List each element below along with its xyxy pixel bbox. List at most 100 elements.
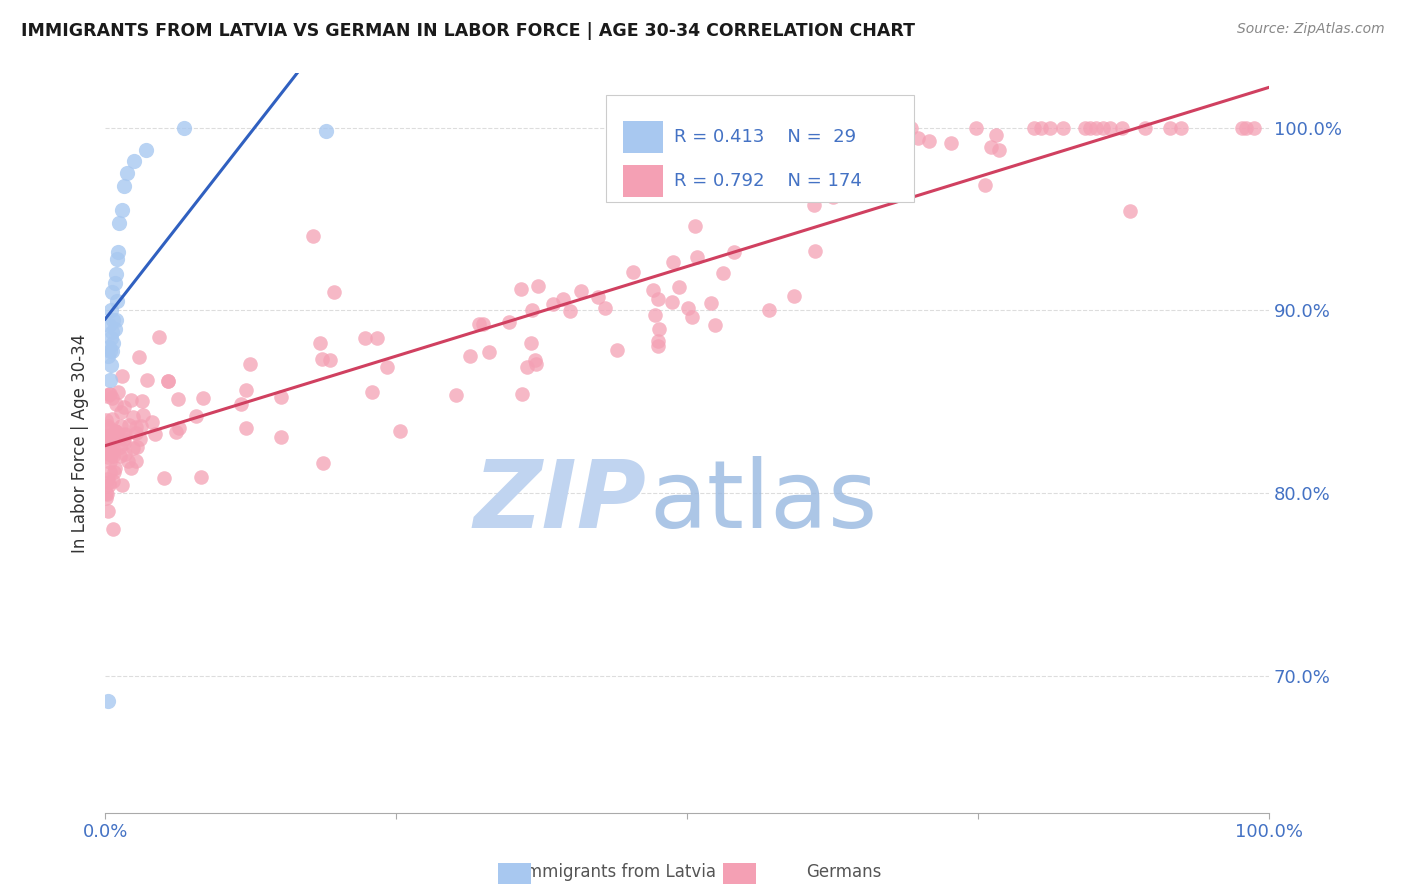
Point xyxy=(118,417,141,432)
Point xyxy=(103,322,125,336)
Point xyxy=(110,477,132,491)
Point xyxy=(165,425,187,439)
Point xyxy=(104,424,127,438)
Point xyxy=(683,219,706,233)
Point xyxy=(110,449,132,463)
Point xyxy=(593,301,616,315)
Point xyxy=(100,303,122,318)
FancyBboxPatch shape xyxy=(606,95,914,202)
Point xyxy=(1159,120,1181,135)
Point xyxy=(101,391,124,405)
Point xyxy=(685,251,707,265)
Point xyxy=(117,454,139,468)
Point xyxy=(366,331,388,345)
Point xyxy=(1119,204,1142,219)
Point xyxy=(868,122,890,136)
Point xyxy=(107,384,129,399)
Point xyxy=(96,428,118,442)
Point xyxy=(104,312,127,326)
Point xyxy=(97,349,120,363)
Point xyxy=(558,304,581,318)
Point xyxy=(100,448,122,462)
Point xyxy=(121,409,143,424)
Point xyxy=(96,491,118,505)
Point xyxy=(101,326,124,340)
Point xyxy=(641,283,664,297)
Point xyxy=(516,360,538,375)
Point xyxy=(190,469,212,483)
Point xyxy=(145,426,167,441)
Point xyxy=(156,375,179,389)
Point xyxy=(235,383,257,397)
Point xyxy=(120,393,142,408)
Point xyxy=(817,152,839,166)
Point xyxy=(110,405,132,419)
Point xyxy=(900,120,922,135)
Point xyxy=(315,124,337,138)
Point xyxy=(235,421,257,435)
Point xyxy=(1078,120,1101,135)
Point xyxy=(131,408,153,422)
Point xyxy=(323,285,346,299)
Text: R = 0.413    N =  29: R = 0.413 N = 29 xyxy=(675,128,856,145)
Point xyxy=(747,183,769,197)
Point xyxy=(101,523,124,537)
Point xyxy=(524,357,547,371)
Point xyxy=(107,245,129,260)
Point xyxy=(124,153,146,168)
Point xyxy=(125,420,148,434)
Point xyxy=(704,318,727,333)
Point xyxy=(125,425,148,440)
Text: Source: ZipAtlas.com: Source: ZipAtlas.com xyxy=(1237,22,1385,37)
Point xyxy=(97,475,120,489)
Point xyxy=(129,418,152,433)
Point xyxy=(520,336,543,351)
Point xyxy=(711,267,734,281)
Point xyxy=(637,182,659,196)
Point xyxy=(1099,120,1122,135)
Point xyxy=(103,336,125,351)
Point xyxy=(105,431,128,445)
Text: atlas: atlas xyxy=(650,456,879,549)
Point xyxy=(375,359,398,374)
Y-axis label: In Labor Force | Age 30-34: In Labor Force | Age 30-34 xyxy=(72,334,89,552)
Point xyxy=(520,302,543,317)
Point xyxy=(108,216,131,230)
Point xyxy=(96,487,118,501)
Point xyxy=(551,292,574,306)
Point xyxy=(128,432,150,446)
Point xyxy=(1085,120,1108,135)
Point xyxy=(110,418,132,433)
Point xyxy=(104,397,127,411)
Point xyxy=(103,461,125,475)
Point xyxy=(988,144,1011,158)
Point xyxy=(98,439,121,453)
Text: Immigrants from Latvia: Immigrants from Latvia xyxy=(522,863,716,881)
Text: IMMIGRANTS FROM LATVIA VS GERMAN IN LABOR FORCE | AGE 30-34 CORRELATION CHART: IMMIGRANTS FROM LATVIA VS GERMAN IN LABO… xyxy=(21,22,915,40)
Point xyxy=(101,442,124,456)
Point xyxy=(98,421,121,435)
Point xyxy=(121,441,143,455)
Point xyxy=(120,461,142,475)
Point xyxy=(1052,120,1074,135)
Point xyxy=(823,190,845,204)
Point xyxy=(444,387,467,401)
FancyBboxPatch shape xyxy=(623,120,662,153)
Point xyxy=(105,425,128,440)
Point xyxy=(96,389,118,403)
Point xyxy=(97,478,120,492)
Point xyxy=(980,140,1002,154)
Text: Germans: Germans xyxy=(806,863,882,881)
Point xyxy=(98,387,121,401)
Point xyxy=(804,244,827,258)
Point xyxy=(621,265,644,279)
Point xyxy=(354,331,377,345)
Point xyxy=(648,322,671,336)
Point xyxy=(308,335,330,350)
Point xyxy=(541,297,564,311)
Point xyxy=(661,255,683,269)
Point xyxy=(96,694,118,708)
Point xyxy=(184,409,207,424)
Point xyxy=(758,303,780,318)
Point xyxy=(112,428,135,442)
